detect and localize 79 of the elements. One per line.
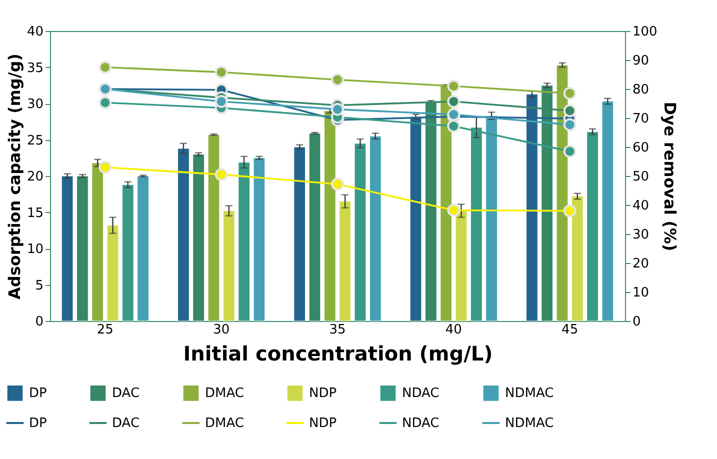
legend-label: DP <box>29 386 48 402</box>
bar <box>324 110 336 322</box>
bar <box>369 136 382 322</box>
y-tick-label: 0 <box>35 314 44 330</box>
bar <box>455 210 468 322</box>
y2-tick-label: 40 <box>632 198 650 214</box>
point <box>563 204 576 218</box>
legend-label: DMAC <box>205 386 244 402</box>
y2-tick-label: 100 <box>632 24 658 40</box>
legend-label: NDMAC <box>505 416 554 431</box>
point <box>214 66 228 79</box>
x-tick-label: 35 <box>329 322 346 338</box>
point <box>563 118 576 132</box>
y2-tick-label: 80 <box>632 82 650 98</box>
point <box>331 73 344 86</box>
bar <box>222 210 235 322</box>
legend-label: DP <box>29 416 48 431</box>
point <box>563 144 576 158</box>
legend-label: DAC <box>112 386 140 402</box>
bar <box>137 176 149 322</box>
legend-label: NDP <box>309 386 337 402</box>
x-tick-label: 25 <box>96 322 114 338</box>
x-tick-label: 40 <box>445 322 462 338</box>
y-tick-label: 35 <box>26 60 44 76</box>
point <box>214 168 228 182</box>
bar <box>178 148 190 322</box>
y2-tick-label: 90 <box>632 54 650 68</box>
legend-label: NDAC <box>402 416 440 431</box>
y2-axis-title: Dye removal (%) <box>660 102 680 252</box>
bar <box>571 196 584 322</box>
bar <box>192 154 205 322</box>
legend-label: NDAC <box>402 386 440 402</box>
bar <box>354 143 366 322</box>
point <box>563 104 576 118</box>
bar <box>602 101 614 322</box>
point <box>447 80 460 93</box>
legend-label: NDMAC <box>505 386 554 402</box>
y-axis-title: Adsorption capacity (mg/g) <box>4 54 24 300</box>
y2-tick-label: 50 <box>632 170 650 184</box>
point <box>447 204 460 217</box>
legend-label: DMAC <box>205 416 244 431</box>
point <box>331 102 344 116</box>
bar <box>122 184 134 322</box>
y2-tick-label: 0 <box>632 314 641 330</box>
bar <box>61 176 74 322</box>
bar <box>238 162 250 322</box>
x-tick-label: 30 <box>213 322 230 338</box>
y-tick-label: 10 <box>26 242 44 257</box>
y2-tick-label: 70 <box>632 112 650 126</box>
y2-tick-label: 20 <box>632 256 650 272</box>
y2-tick-label: 60 <box>632 140 650 156</box>
y-tick-label: 20 <box>26 170 44 184</box>
bar <box>308 132 321 322</box>
bar <box>586 132 598 322</box>
point <box>214 95 228 108</box>
legend-label: DAC <box>112 416 140 431</box>
point <box>331 178 344 191</box>
point <box>98 60 112 74</box>
point <box>98 160 112 174</box>
point <box>98 96 112 110</box>
y2-tick-label: 30 <box>632 228 650 242</box>
y-tick-label: 30 <box>26 97 44 112</box>
y2-tick-label: 10 <box>632 286 650 300</box>
point <box>447 120 460 133</box>
y-tick-label: 15 <box>26 206 44 221</box>
x-axis-title: Initial concentration (mg/L) <box>183 342 493 366</box>
y-tick-label: 5 <box>35 278 44 294</box>
point <box>563 86 576 100</box>
bar <box>294 146 306 322</box>
bar <box>339 201 352 322</box>
y-tick-label: 40 <box>26 24 44 40</box>
x-tick-label: 45 <box>562 322 578 338</box>
bar <box>208 134 220 322</box>
y-tick-label: 25 <box>26 133 44 148</box>
bar <box>106 225 119 322</box>
bar <box>92 162 104 322</box>
point <box>447 95 460 108</box>
legend-label: NDP <box>309 416 337 431</box>
point <box>447 108 460 121</box>
